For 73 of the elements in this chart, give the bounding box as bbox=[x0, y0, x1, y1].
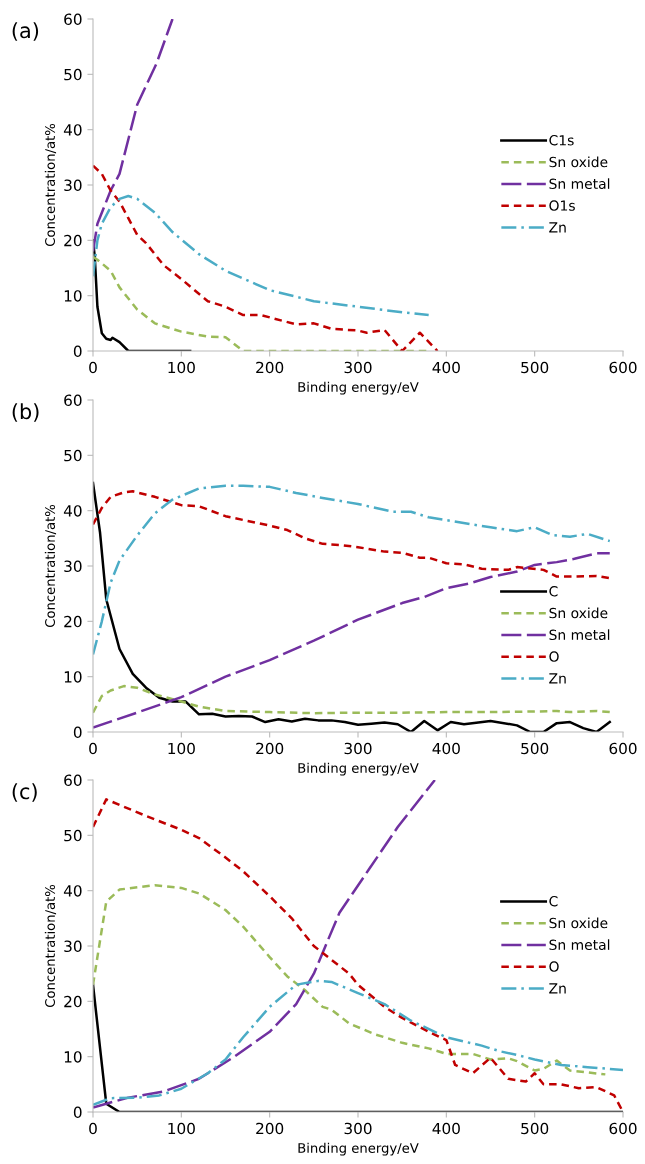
x-tick-label: 500 bbox=[521, 1122, 549, 1135]
y-tick-label: 60 bbox=[64, 394, 82, 407]
line-series bbox=[93, 194, 430, 317]
y-tick-label: 20 bbox=[64, 995, 82, 1008]
legend-label: O bbox=[549, 961, 559, 972]
y-tick-label: 50 bbox=[64, 68, 82, 81]
line-series bbox=[93, 684, 611, 715]
x-axis-title: Binding energy/eV bbox=[298, 762, 419, 776]
legend-label: O1s bbox=[549, 200, 575, 211]
x-tick-label: 600 bbox=[609, 361, 637, 374]
legend-label: Sn oxide bbox=[549, 607, 608, 619]
legend-label: Zn bbox=[549, 222, 566, 233]
x-axis-title: Binding energy/eV bbox=[298, 1142, 419, 1156]
y-tick-label: 20 bbox=[64, 234, 82, 247]
y-tick-label: 40 bbox=[63, 505, 82, 517]
x-axis-title: Binding energy/eV bbox=[298, 381, 419, 395]
legend-label: C bbox=[549, 895, 558, 907]
y-tick-label: 50 bbox=[64, 449, 82, 462]
y-tick-label: 0 bbox=[73, 1106, 82, 1119]
x-tick-label: 500 bbox=[521, 361, 549, 374]
legend-label: C bbox=[549, 586, 558, 597]
x-tick-label: 0 bbox=[89, 361, 97, 374]
y-axis-title: Concentration/at% bbox=[44, 504, 57, 628]
legend-label: Sn metal bbox=[549, 629, 610, 641]
x-tick-label: 400 bbox=[432, 361, 460, 374]
y-axis-title: Concentration/at% bbox=[44, 123, 57, 247]
line-series bbox=[93, 780, 437, 1109]
x-tick-label: 200 bbox=[256, 361, 284, 374]
x-tick-label: 100 bbox=[168, 742, 195, 755]
chart-title: (a) bbox=[12, 22, 39, 41]
x-tick-label: 0 bbox=[89, 742, 97, 755]
x-tick-label: 400 bbox=[432, 1122, 460, 1135]
y-tick-label: 40 bbox=[63, 885, 82, 897]
legend-label: O bbox=[549, 651, 559, 662]
y-tick-label: 30 bbox=[64, 179, 82, 192]
legend-label: Zn bbox=[549, 673, 566, 684]
x-tick-label: 500 bbox=[521, 742, 549, 755]
line-series bbox=[93, 490, 611, 580]
x-tick-label: 300 bbox=[344, 1122, 372, 1135]
y-tick-label: 40 bbox=[63, 124, 82, 136]
x-tick-label: 300 bbox=[344, 742, 372, 755]
y-tick-label: 10 bbox=[64, 290, 82, 302]
x-tick-label: 600 bbox=[609, 1122, 637, 1135]
x-tick-label: 600 bbox=[609, 742, 637, 755]
legend-label: Sn metal bbox=[549, 939, 610, 951]
x-tick-label: 200 bbox=[256, 742, 284, 755]
y-tick-label: 0 bbox=[73, 726, 82, 739]
y-tick-label: 0 bbox=[73, 345, 82, 358]
x-tick-label: 100 bbox=[168, 361, 195, 374]
y-tick-label: 60 bbox=[64, 13, 82, 26]
x-tick-label: 200 bbox=[256, 1122, 284, 1135]
legend-label: Sn metal bbox=[549, 178, 610, 190]
legend-label: Sn oxide bbox=[549, 156, 608, 168]
legend-label: Sn oxide bbox=[549, 917, 608, 929]
chart-title: (b) bbox=[12, 403, 39, 422]
y-tick-label: 10 bbox=[64, 671, 82, 683]
y-axis-title: Concentration/at% bbox=[44, 884, 57, 1008]
x-tick-label: 300 bbox=[344, 361, 372, 374]
x-tick-label: 400 bbox=[432, 742, 460, 755]
legend-label: C1s bbox=[549, 134, 574, 146]
y-tick-label: 10 bbox=[64, 1051, 82, 1063]
x-tick-label: 100 bbox=[168, 1122, 195, 1135]
y-tick-label: 30 bbox=[64, 560, 82, 573]
line-series bbox=[93, 552, 611, 729]
y-tick-label: 50 bbox=[64, 829, 82, 842]
x-tick-label: 0 bbox=[89, 1122, 97, 1135]
line-series bbox=[93, 164, 439, 351]
chart-title: (c) bbox=[12, 783, 37, 802]
line-series bbox=[93, 19, 174, 253]
y-tick-label: 30 bbox=[64, 940, 82, 953]
legend-label: Zn bbox=[549, 983, 566, 994]
y-tick-label: 20 bbox=[64, 615, 82, 628]
y-tick-label: 60 bbox=[64, 774, 82, 787]
